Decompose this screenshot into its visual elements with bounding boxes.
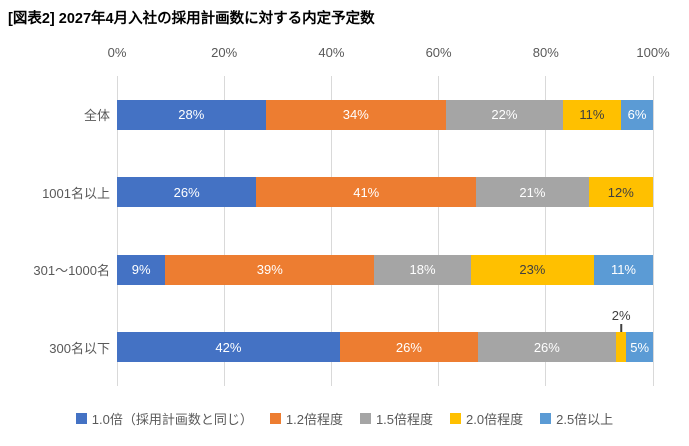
gridline — [223, 76, 225, 386]
legend-item-1: 1.2倍程度 — [269, 409, 343, 428]
data-label: 26% — [533, 339, 560, 355]
data-label: 5% — [630, 339, 650, 355]
callout-leader-line — [620, 323, 622, 340]
category-label-2: 301～1000名 — [33, 263, 110, 279]
stacked-bar-3: 42% 26% 26% 5% — [117, 332, 653, 363]
data-label: 26% — [173, 184, 200, 200]
category-label-3: 300名以下 — [49, 340, 110, 356]
legend-item-3: 2.0倍程度 — [450, 409, 523, 428]
bar-rows: 28% 34% 22% 11% 6% 26% 41% 21% 12% 9% 39% 18% 23% 11%… — [117, 76, 653, 386]
bar-band-1: 26% 41% 21% 12% — [117, 154, 653, 232]
legend-item-4: 2.5倍以上 — [540, 409, 613, 428]
bar-segment: 42% — [117, 332, 340, 363]
bar-segment: 11% — [594, 254, 653, 285]
bar-segment: 41% — [256, 177, 477, 208]
gridline — [330, 76, 332, 386]
chart-title: [図表2] 2027年4月入社の採用計画数に対する内定予定数 — [8, 11, 375, 27]
legend: 1.0倍（採用計画数と同じ） 1.2倍程度 1.5倍程度 2.0倍程度 2.5倍以上 — [0, 409, 689, 428]
callout-data-label: 2% — [611, 307, 631, 323]
bar-segment: 21% — [476, 177, 589, 208]
bar-segment: 26% — [117, 177, 257, 208]
bar-segment: 22% — [446, 99, 563, 130]
x-tick-label: 80% — [532, 45, 559, 60]
category-label-1: 1001名以上 — [42, 185, 110, 201]
gridline — [545, 76, 547, 386]
bar-band-2: 9% 39% 18% 23% 11% — [117, 231, 653, 309]
bar-segment: 5% — [626, 332, 653, 363]
legend-swatch-icon — [540, 413, 552, 424]
x-tick-label: 40% — [318, 45, 345, 60]
legend-swatch-icon — [359, 413, 371, 424]
legend-label: 2.5倍以上 — [556, 412, 614, 427]
data-label: 28% — [178, 107, 205, 123]
stacked-bar-0: 28% 34% 22% 11% 6% — [117, 99, 653, 130]
gridline — [438, 76, 440, 386]
data-label: 21% — [519, 184, 546, 200]
bar-band-3: 2% 42% 26% 26% 5% — [117, 307, 653, 387]
category-axis: 全体 1001名以上 301～1000名 300名以下 — [0, 76, 110, 386]
legend-swatch-icon — [450, 413, 462, 424]
x-tick-label: 20% — [211, 45, 238, 60]
gridline — [116, 76, 118, 386]
bar-band-0: 28% 34% 22% 11% 6% — [117, 76, 653, 154]
data-label: 12% — [607, 184, 634, 200]
legend-swatch-icon — [75, 413, 87, 424]
bar-segment: 6% — [621, 99, 653, 130]
data-label: 42% — [215, 339, 242, 355]
x-tick-label: 0% — [107, 45, 127, 60]
bar-segment: 12% — [588, 177, 653, 208]
data-label: 9% — [131, 262, 151, 278]
category-label-0: 全体 — [83, 108, 110, 124]
x-tick-label: 100% — [636, 45, 670, 60]
stacked-bar-2: 9% 39% 18% 23% 11% — [117, 254, 653, 285]
legend-item-0: 1.0倍（採用計画数と同じ） — [75, 409, 253, 428]
data-label: 39% — [256, 262, 283, 278]
legend-label: 2.0倍程度 — [466, 412, 524, 427]
bar-segment — [615, 332, 627, 363]
legend-item-2: 1.5倍程度 — [359, 409, 434, 428]
legend-swatch-icon — [269, 413, 281, 424]
bar-segment: 26% — [339, 332, 478, 363]
stacked-bar-1: 26% 41% 21% 12% — [117, 177, 653, 208]
bar-segment: 26% — [477, 332, 616, 363]
legend-label: 1.2倍程度 — [285, 412, 343, 427]
x-tick-label: 60% — [425, 45, 452, 60]
data-label: 11% — [610, 262, 636, 278]
legend-label: 1.5倍程度 — [375, 412, 434, 427]
data-label: 6% — [627, 107, 647, 123]
data-label: 22% — [491, 107, 518, 123]
legend-label: 1.0倍（採用計画数と同じ） — [91, 412, 253, 427]
data-label: 41% — [353, 184, 380, 200]
bar-segment: 34% — [265, 99, 447, 130]
x-axis: 0% 20% 40% 60% 80% 100% — [108, 45, 670, 61]
bar-segment: 39% — [165, 254, 375, 285]
data-label: 26% — [395, 339, 422, 355]
data-label: 18% — [409, 262, 436, 278]
data-label: 11% — [579, 107, 605, 123]
bar-segment: 18% — [374, 254, 471, 285]
bar-segment: 11% — [562, 99, 622, 130]
data-label: 23% — [519, 262, 546, 278]
bar-segment: 23% — [470, 254, 594, 285]
gridline — [652, 76, 654, 386]
plot-area: 28% 34% 22% 11% 6% 26% 41% 21% 12% 9% 39% 18% 23% 11%… — [116, 76, 654, 386]
data-label: 34% — [342, 107, 369, 123]
bar-segment: 9% — [117, 254, 166, 285]
bar-segment: 28% — [117, 99, 266, 130]
